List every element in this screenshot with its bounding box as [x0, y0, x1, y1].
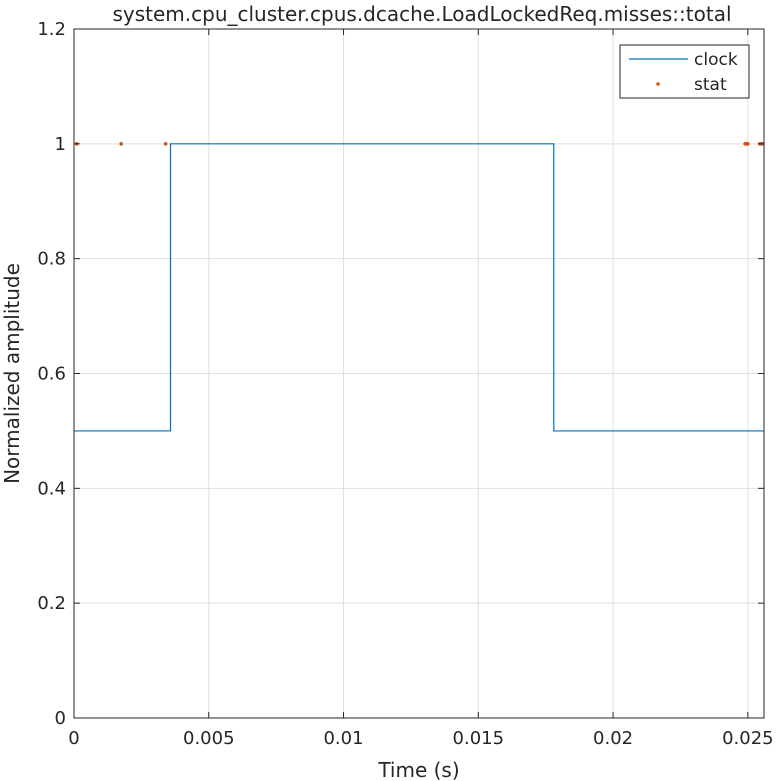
- y-axis: 0 0.2 0.4 0.6 0.8 1 1.2: [37, 19, 764, 729]
- y-tick-label: 0.8: [37, 249, 66, 270]
- y-axis-label: Normalized amplitude: [0, 263, 24, 484]
- y-tick-label: 0: [55, 708, 66, 729]
- x-tick-label: 0.025: [722, 728, 774, 749]
- data-point-stat: [119, 142, 123, 146]
- legend: clock stat: [619, 44, 750, 99]
- grid-lines: [73, 28, 764, 719]
- y-tick-label: 0.6: [37, 364, 66, 385]
- legend-box: [619, 44, 750, 99]
- y-tick-label: 1: [55, 134, 66, 155]
- y-tick-label: 1.2: [37, 19, 66, 40]
- chart-title: system.cpu_cluster.cpus.dcache.LoadLocke…: [112, 2, 731, 26]
- data-point-stat: [163, 142, 168, 146]
- x-tick-label: 0.02: [593, 728, 633, 749]
- series-line-clock: [74, 143, 764, 432]
- x-tick-label: 0.01: [323, 728, 363, 749]
- x-tick-label: 0.005: [183, 728, 235, 749]
- x-axis-label: Time (s): [377, 758, 459, 781]
- y-tick-label: 0.4: [37, 478, 66, 499]
- data-point-stat: [746, 142, 750, 146]
- legend-label-clock: clock: [694, 50, 738, 70]
- x-tick-label: 0.015: [453, 728, 505, 749]
- y-tick-label: 0.2: [37, 593, 66, 614]
- legend-label-stat: stat: [694, 75, 727, 95]
- x-tick-label: 0: [68, 728, 79, 749]
- legend-swatch-stat: [656, 82, 660, 86]
- x-axis: 0 0.005 0.01 0.015 0.02 0.025: [68, 29, 774, 749]
- plot-area: [74, 142, 765, 432]
